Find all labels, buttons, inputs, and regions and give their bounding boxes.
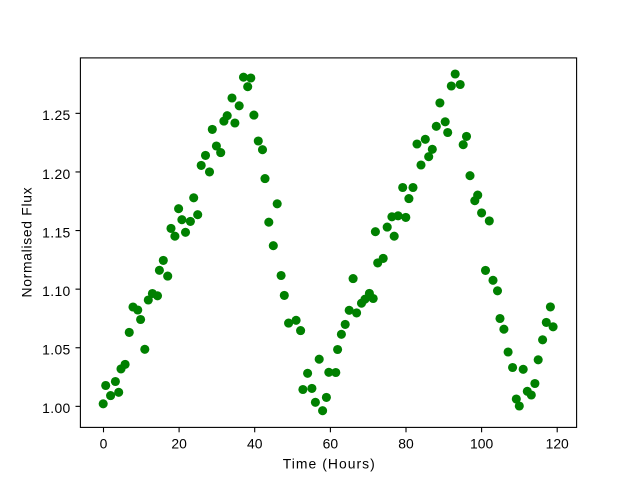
svg-text:0: 0 bbox=[100, 436, 108, 452]
svg-text:1.25: 1.25 bbox=[42, 107, 70, 123]
svg-text:80: 80 bbox=[398, 436, 414, 452]
svg-text:Normalised Flux: Normalised Flux bbox=[19, 187, 35, 298]
svg-text:1.15: 1.15 bbox=[42, 224, 70, 240]
svg-text:20: 20 bbox=[171, 436, 187, 452]
svg-text:60: 60 bbox=[323, 436, 339, 452]
svg-text:1.00: 1.00 bbox=[42, 400, 70, 416]
svg-text:Time (Hours): Time (Hours) bbox=[283, 455, 376, 471]
svg-text:1.05: 1.05 bbox=[42, 342, 70, 358]
svg-text:1.20: 1.20 bbox=[42, 166, 70, 182]
svg-text:100: 100 bbox=[470, 436, 493, 452]
svg-text:40: 40 bbox=[247, 436, 263, 452]
svg-text:120: 120 bbox=[546, 436, 569, 452]
svg-text:1.10: 1.10 bbox=[42, 283, 70, 299]
